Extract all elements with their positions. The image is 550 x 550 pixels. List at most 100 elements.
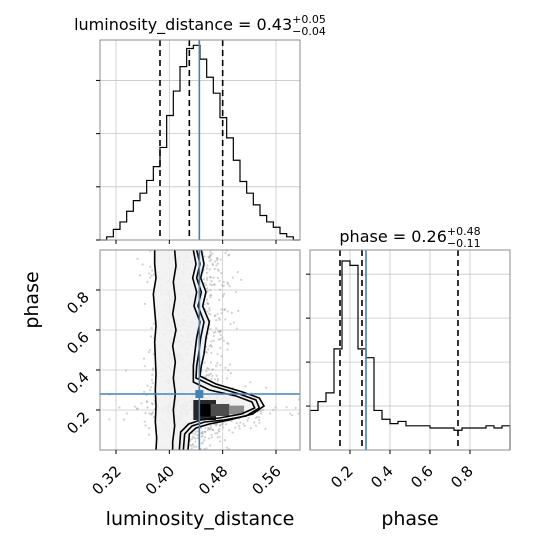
scatter-point — [151, 411, 155, 414]
scatter-point — [223, 308, 226, 311]
scatter-point — [230, 311, 233, 314]
scatter-point — [210, 280, 213, 283]
scatter-point — [249, 427, 252, 430]
scatter-point — [151, 373, 154, 376]
scatter-point — [222, 339, 225, 342]
scatter-point — [208, 307, 211, 310]
scatter-point — [285, 406, 288, 409]
scatter-point — [205, 298, 209, 301]
scatter-point — [216, 432, 219, 435]
scatter-point — [148, 412, 151, 415]
y-tick-label: 0.8 — [63, 288, 93, 318]
scatter-point — [189, 444, 192, 447]
scatter-point — [211, 262, 214, 265]
scatter-point — [144, 412, 147, 415]
scatter-point — [143, 364, 146, 368]
scatter-point — [209, 372, 213, 375]
scatter-point — [151, 381, 154, 385]
scatter-point — [152, 322, 156, 325]
scatter-point — [238, 427, 241, 430]
scatter-point — [219, 288, 222, 292]
x-axis-label-phase: phase — [381, 508, 438, 530]
scatter-point — [257, 418, 261, 422]
scatter-point — [208, 256, 211, 259]
scatter-point — [246, 419, 249, 422]
scatter-point — [218, 318, 221, 321]
scatter-point — [209, 294, 212, 297]
scatter-point — [147, 351, 150, 354]
scatter-point — [260, 412, 263, 415]
scatter-point — [203, 447, 206, 450]
scatter-point — [143, 302, 147, 305]
scatter-point — [209, 428, 212, 431]
contour-line — [152, 250, 158, 450]
scatter-point — [222, 280, 225, 284]
scatter-point — [221, 423, 224, 426]
scatter-point — [192, 445, 196, 448]
x-tick-label: 0.32 — [88, 462, 124, 498]
scatter-point — [220, 308, 223, 311]
title-lower: −0.04 — [292, 25, 326, 38]
scatter-point — [207, 367, 210, 370]
scatter-point — [191, 435, 194, 438]
scatter-point — [209, 276, 212, 279]
scatter-point — [210, 258, 213, 261]
scatter-point — [207, 348, 210, 351]
scatter-point — [217, 329, 220, 332]
scatter-point — [247, 417, 250, 420]
density-block — [210, 404, 230, 416]
scatter-point — [232, 321, 235, 324]
scatter-point — [142, 357, 146, 360]
scatter-point — [216, 362, 219, 365]
scatter-point — [213, 267, 216, 270]
luminosity-distance-hist-frame — [99, 39, 301, 241]
scatter-point — [222, 295, 225, 298]
scatter-point — [135, 407, 138, 410]
scatter-point — [218, 279, 221, 282]
y-axis-label-phase: phase — [21, 271, 43, 328]
title-lower: −0.11 — [447, 237, 481, 250]
scatter-point — [211, 374, 214, 378]
scatter-point — [191, 444, 194, 447]
scatter-point — [290, 414, 293, 417]
scatter-point — [136, 257, 139, 260]
density-block — [229, 405, 244, 415]
scatter-point — [203, 439, 206, 442]
scatter-point — [216, 379, 219, 382]
scatter-point — [219, 333, 222, 337]
scatter-point — [222, 284, 225, 287]
scatter-point — [209, 254, 212, 257]
scatter-point — [240, 278, 243, 281]
scatter-point — [203, 255, 206, 258]
scatter-point — [226, 348, 229, 351]
scatter-point — [209, 361, 213, 364]
scatter-point — [205, 310, 209, 313]
scatter-point — [124, 369, 128, 372]
scatter-point — [211, 263, 214, 267]
scatter-point — [219, 258, 222, 261]
scatter-point — [272, 408, 275, 412]
scatter-point — [205, 267, 208, 270]
scatter-point — [216, 377, 220, 381]
scatter-point — [143, 390, 146, 393]
scatter-point — [194, 430, 198, 433]
scatter-point — [224, 318, 227, 321]
scatter-point — [193, 433, 197, 436]
scatter-point — [151, 367, 155, 370]
scatter-point — [221, 284, 224, 287]
scatter-point — [228, 429, 231, 432]
scatter-point — [149, 265, 152, 268]
scatter-point — [146, 384, 149, 387]
density-block — [200, 404, 211, 417]
scatter-point — [225, 446, 229, 449]
scatter-point — [195, 445, 198, 448]
scatter-point — [205, 276, 209, 279]
scatter-point — [211, 252, 214, 255]
scatter-point — [216, 268, 219, 271]
scatter-point — [203, 281, 206, 285]
x-tick-label: 0.2 — [327, 462, 357, 492]
scatter-point — [207, 374, 210, 377]
phase-hist-grid — [310, 250, 510, 450]
scatter-point — [254, 424, 258, 427]
scatter-point — [231, 431, 234, 434]
